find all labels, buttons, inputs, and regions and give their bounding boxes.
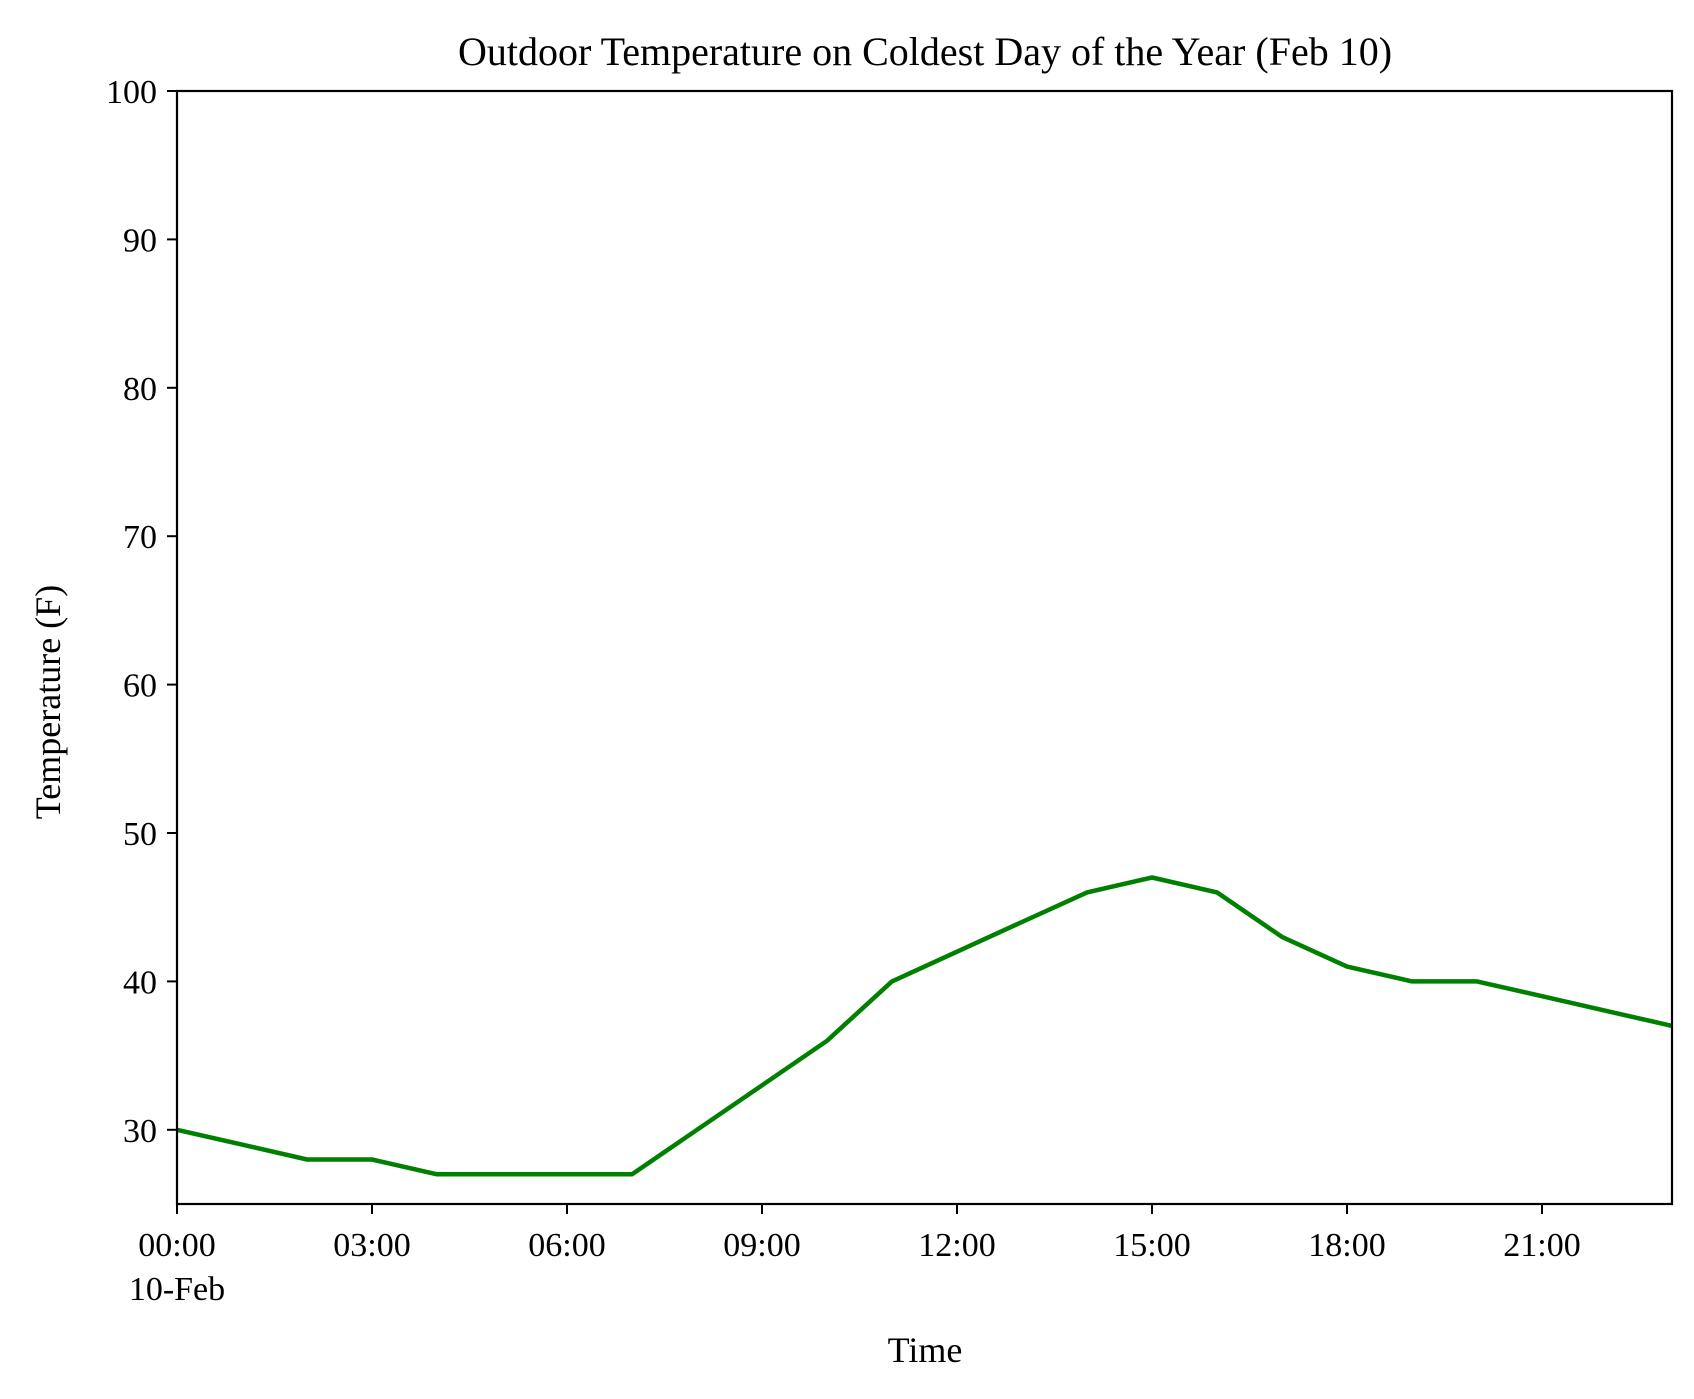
y-axis-label: Temperature (F) xyxy=(28,585,68,819)
x-tick-label: 09:00 xyxy=(723,1227,800,1264)
series-line-0 xyxy=(176,875,1673,1177)
x-tick-label: 12:00 xyxy=(918,1227,995,1264)
x-tick-sublabel: 10-Feb xyxy=(129,1271,225,1308)
y-tick-label: 50 xyxy=(123,816,157,853)
y-tick-label: 40 xyxy=(123,964,157,1001)
y-axis: 30 40 50 60 70 80 90 100 xyxy=(106,74,177,1150)
y-tick-label: 80 xyxy=(123,371,157,408)
y-tick-label: 30 xyxy=(123,1113,157,1150)
x-axis: 00:00 10-Feb 03:00 06:00 09:00 12:00 15:00 18:0… xyxy=(129,1204,1581,1308)
y-tick-label: 70 xyxy=(123,519,157,556)
y-tick-label: 60 xyxy=(123,668,157,705)
y-tick-label: 100 xyxy=(106,74,157,111)
x-tick-label: 06:00 xyxy=(528,1227,605,1264)
x-tick-label: 00:00 xyxy=(138,1227,215,1264)
y-tick-label: 90 xyxy=(123,222,157,259)
x-tick-label: 21:00 xyxy=(1503,1227,1580,1264)
x-tick-label: 15:00 xyxy=(1113,1227,1190,1264)
x-tick-label: 18:00 xyxy=(1308,1227,1385,1264)
chart-title: Outdoor Temperature on Coldest Day of th… xyxy=(458,29,1392,74)
plot-frame xyxy=(175,89,1674,1206)
x-axis-label: Time xyxy=(888,1330,963,1370)
x-tick-label: 03:00 xyxy=(333,1227,410,1264)
plot-area xyxy=(175,89,1674,1206)
